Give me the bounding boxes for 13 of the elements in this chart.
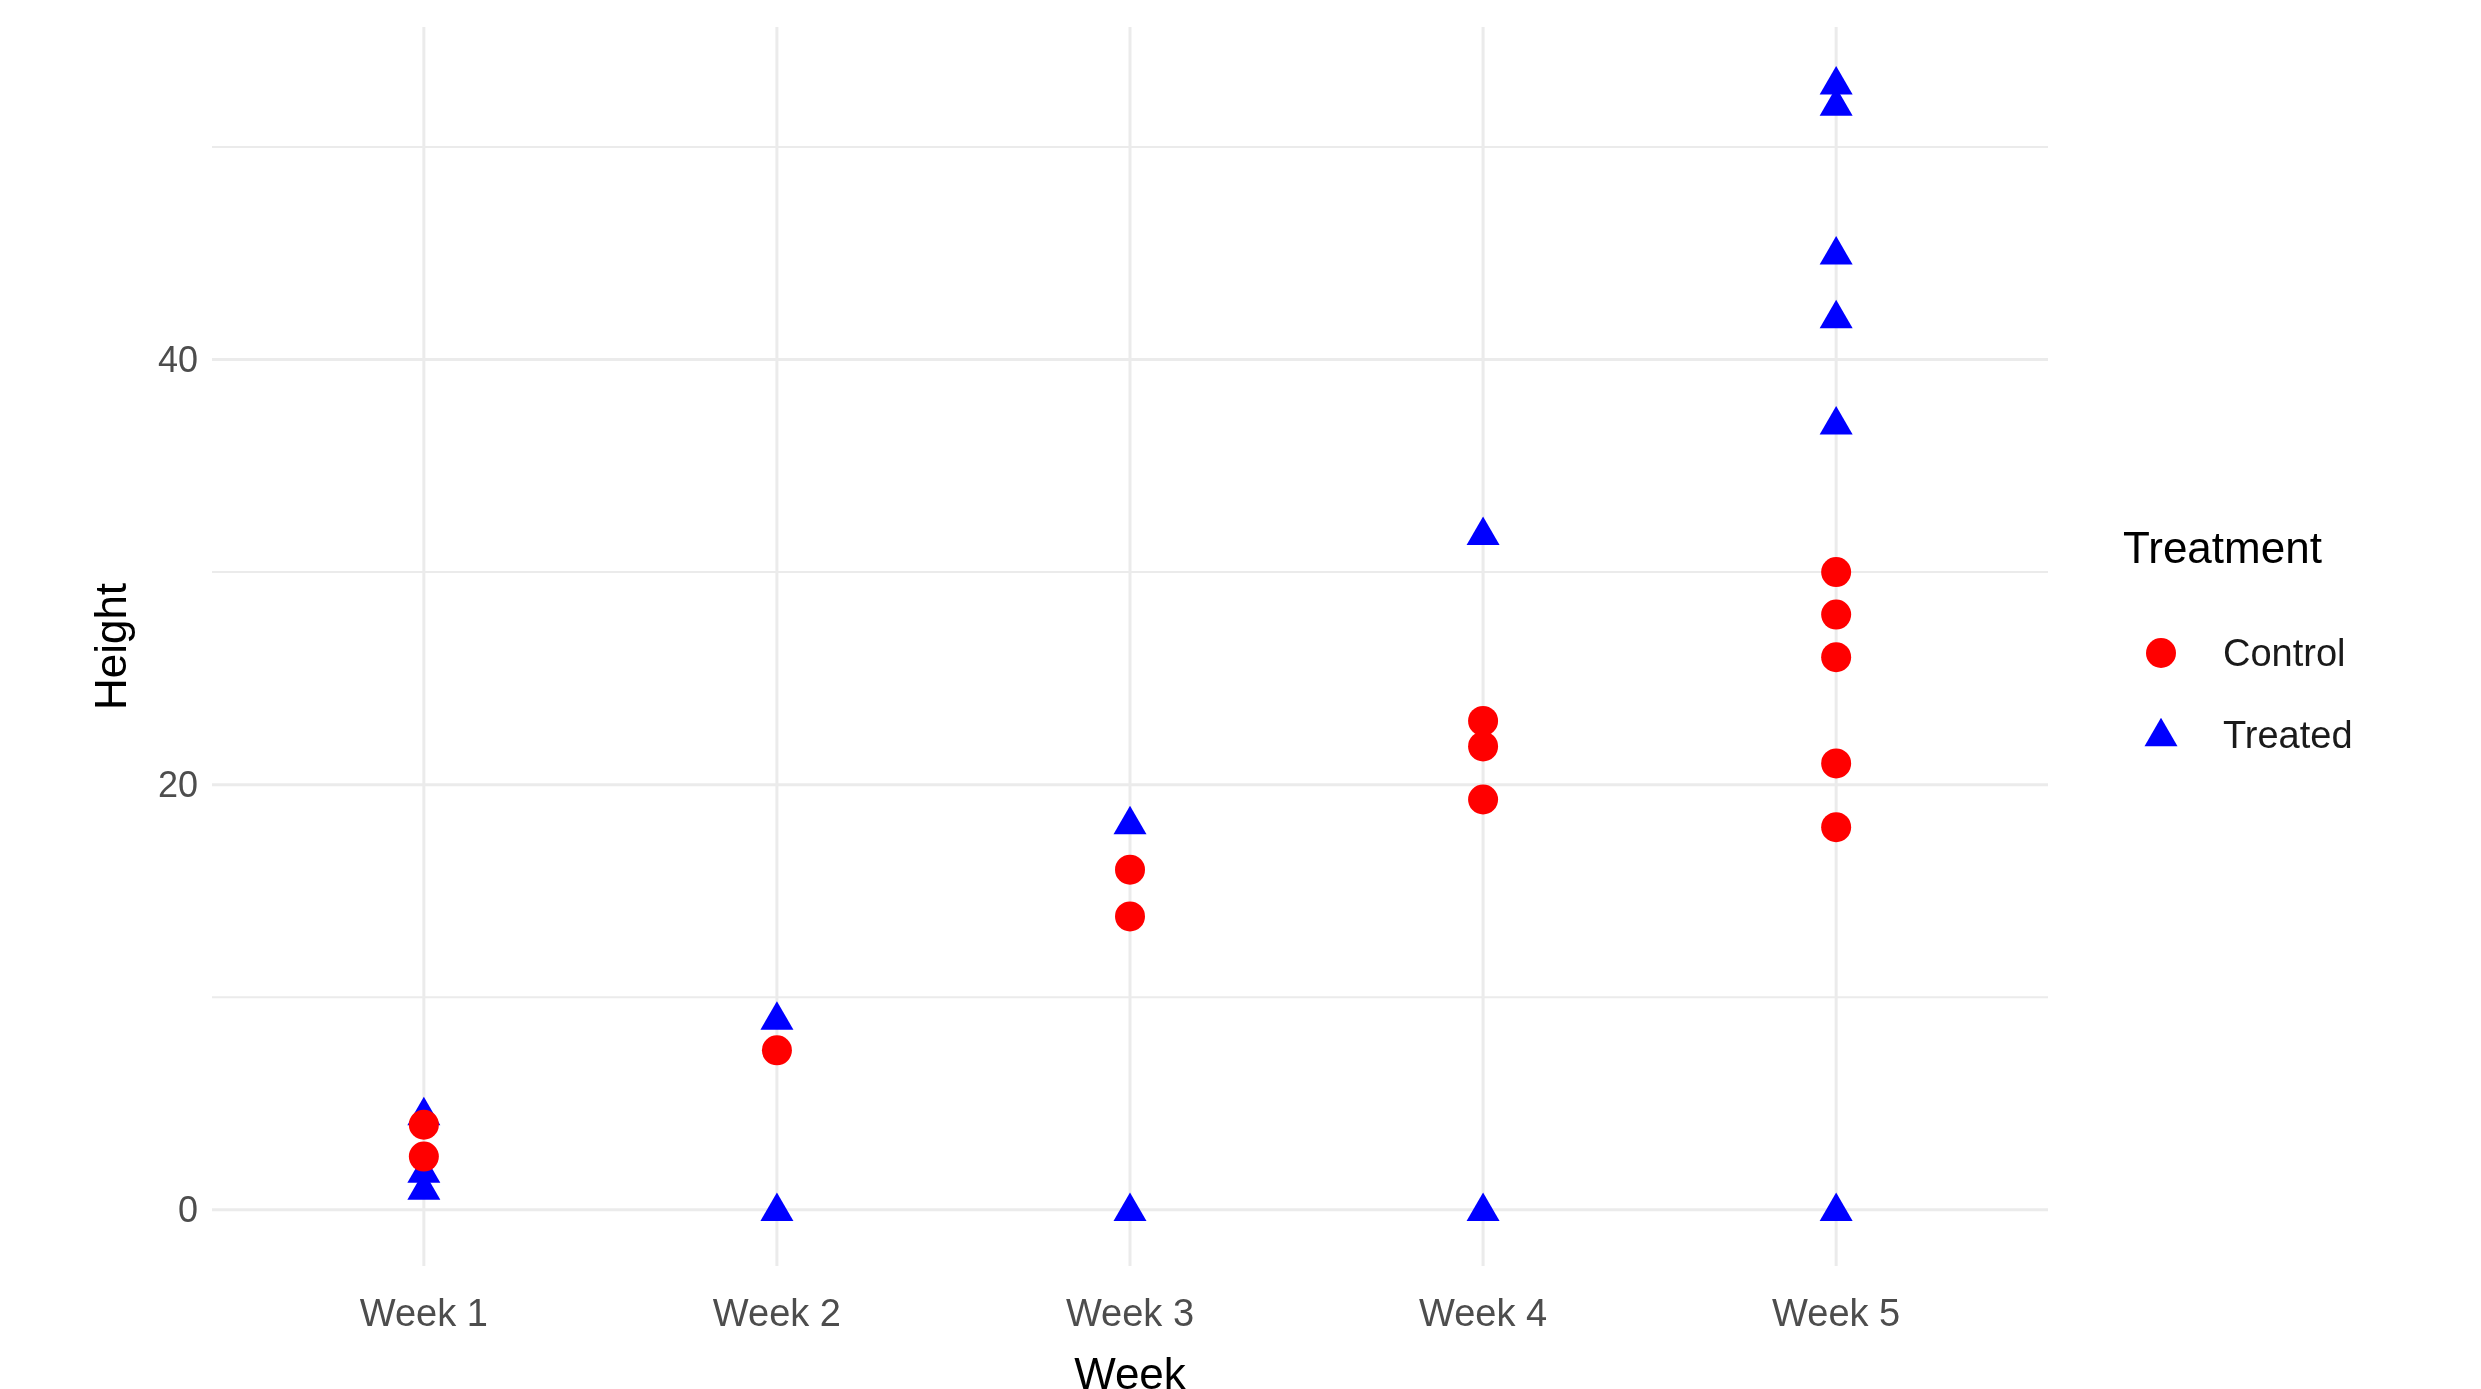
y-tick-label: 0 [177, 1189, 198, 1231]
legend-label: Control [2223, 632, 2346, 675]
x-tick-label: Week 5 [1772, 1292, 1901, 1334]
x-tick-label: Week 1 [359, 1292, 488, 1334]
x-tick-label: Week 4 [1419, 1292, 1548, 1334]
x-tick-label: Week 3 [1065, 1292, 1195, 1334]
x-axis-title: Week [1074, 1349, 1187, 1389]
y-tick-label: 40 [157, 339, 198, 381]
y-axis-title: Height [86, 582, 135, 711]
legend-label: Treated [2223, 714, 2353, 757]
x-tick-label: Week 2 [712, 1292, 841, 1334]
y-tick-label: 20 [157, 764, 198, 806]
legend-title: Treatment [2123, 523, 2322, 572]
